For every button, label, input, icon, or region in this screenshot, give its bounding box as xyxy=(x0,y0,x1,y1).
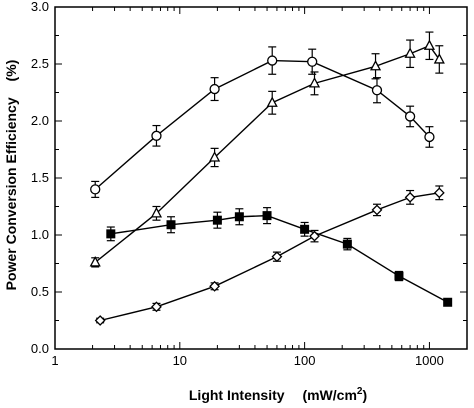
data-point xyxy=(307,56,318,67)
data-point xyxy=(209,280,221,292)
data-point xyxy=(423,39,436,50)
data-point xyxy=(308,76,321,88)
data-point xyxy=(150,206,163,218)
data-point xyxy=(262,211,272,221)
series-1 xyxy=(90,46,435,198)
data-point xyxy=(404,47,416,58)
data-point xyxy=(433,187,445,199)
data-point xyxy=(424,131,435,143)
data-point xyxy=(151,130,162,141)
plot-border xyxy=(54,6,468,350)
x-tick-label: 100 xyxy=(294,353,316,368)
data-point xyxy=(309,230,320,242)
data-point xyxy=(342,239,352,249)
data-point xyxy=(209,151,221,162)
series-3 xyxy=(106,207,453,307)
y-tick-label: 2.5 xyxy=(31,56,49,71)
data-point xyxy=(371,204,383,216)
series-line xyxy=(94,59,430,190)
y-tick-label: 0.0 xyxy=(31,341,49,356)
data-point xyxy=(394,271,404,281)
data-point xyxy=(404,111,416,122)
series-line xyxy=(99,192,440,322)
data-point xyxy=(106,229,116,239)
series-line xyxy=(94,44,440,263)
data-point xyxy=(300,224,310,234)
x-tick-label: 1000 xyxy=(415,353,444,368)
data-point xyxy=(212,215,222,225)
y-tick-label: 2.0 xyxy=(31,113,49,128)
y-axis-ticks: 0.0 0.5 1.0 1.5 2.0 2.5 3.0 xyxy=(31,0,467,356)
data-point xyxy=(209,83,220,95)
y-tick-label: 0.5 xyxy=(31,284,49,299)
data-point xyxy=(271,251,283,263)
y-tick-label: 1.5 xyxy=(31,170,49,185)
x-axis-title: Light Intensity (mW/cm2) xyxy=(189,386,367,403)
y-tick-label: 1.0 xyxy=(31,227,49,242)
data-point xyxy=(369,59,382,71)
data-point xyxy=(94,315,106,326)
data-point xyxy=(404,191,416,203)
data-point xyxy=(234,212,244,222)
data-point xyxy=(267,55,278,66)
series-layer xyxy=(89,31,453,326)
series-2 xyxy=(89,31,445,268)
plot-frame xyxy=(54,6,468,350)
x-tick-label: 1 xyxy=(51,353,58,368)
x-tick-label: 10 xyxy=(173,353,187,368)
series-4 xyxy=(94,185,445,326)
data-point xyxy=(151,301,162,313)
data-point xyxy=(443,297,453,307)
data-point xyxy=(371,85,383,96)
y-axis-title: Power Conversion Efficiency (%) xyxy=(3,60,19,291)
data-point xyxy=(433,53,445,64)
data-point xyxy=(166,220,176,230)
y-tick-label: 3.0 xyxy=(31,0,49,14)
data-point xyxy=(266,96,278,107)
data-point xyxy=(90,184,101,195)
data-point xyxy=(89,255,101,267)
x-axis-ticks: 1 10 100 1000 xyxy=(51,7,468,368)
